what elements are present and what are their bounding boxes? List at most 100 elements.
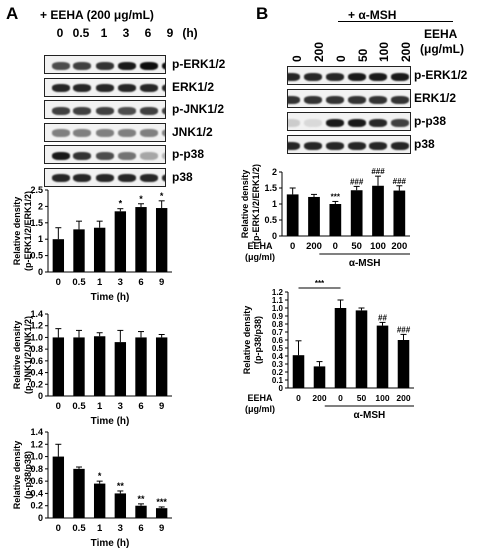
x-tick-label: 6	[138, 401, 143, 412]
y-axis-label: Relative density	[12, 197, 22, 266]
x-tick-label: 0	[338, 393, 343, 403]
blot-label: p-JNK1/2	[172, 102, 225, 116]
alpha-msh-line	[338, 21, 453, 22]
blot-strip	[44, 77, 166, 97]
x-tick-label: 0	[56, 523, 61, 534]
y-tick-label: 1.4	[30, 427, 43, 437]
lane-label: 200	[312, 41, 326, 62]
blot-band	[391, 141, 409, 150]
bar	[334, 308, 347, 388]
blot-band	[140, 84, 158, 92]
blot-band	[96, 106, 114, 115]
x-axis-label: Time (h)	[91, 416, 130, 426]
panel-b-letter: B	[256, 4, 269, 23]
bar	[308, 196, 320, 236]
bar	[114, 342, 127, 396]
blot-band	[391, 95, 409, 104]
chart-a-p-p38: 0 0.2 0.4 0.6 0.8 1.0 1.2 1.4 0 0.5 * 1 ** 3 ** 6 *** 9 Ti…	[12, 427, 172, 549]
eeha-unit-label: (μg/mL)	[420, 42, 464, 56]
bar	[376, 325, 389, 388]
bar	[73, 229, 85, 272]
bar	[155, 337, 168, 396]
blot-band	[288, 72, 300, 81]
blot-band	[73, 174, 91, 182]
blot-band	[304, 141, 322, 150]
y-axis-label: (p-p38/p38)	[23, 451, 33, 499]
y-axis-label: Relative density	[12, 321, 22, 390]
lane-label: 6	[144, 26, 152, 40]
y-tick-label: 1.0	[30, 332, 43, 342]
blot-band	[52, 151, 70, 160]
blot-band	[140, 106, 158, 115]
bar	[135, 337, 147, 396]
blot-band	[304, 118, 322, 127]
blot-band	[348, 95, 366, 104]
blot-strip	[287, 89, 411, 108]
bar	[93, 227, 106, 272]
blot-band	[288, 141, 300, 150]
y-tick-label: 0.6	[30, 356, 43, 366]
y-tick-label: 2	[272, 167, 277, 177]
x-tick-label: 3	[118, 401, 123, 412]
bar	[329, 204, 342, 236]
significance-marker: **	[117, 481, 125, 491]
lane-label: 0	[334, 55, 348, 62]
x-tick-label: 0	[56, 277, 61, 288]
y-tick-label: 0	[272, 231, 277, 241]
blot-strip	[44, 122, 166, 142]
lane-label: 9	[166, 26, 174, 40]
blot-strip	[44, 145, 166, 164]
bar	[397, 340, 410, 388]
blot-band	[73, 106, 91, 115]
bar	[93, 483, 106, 518]
y-tick-label: 0.8	[30, 344, 43, 354]
blot-band	[96, 84, 114, 92]
x-tick-label: 100	[375, 393, 389, 403]
blot-label: p-p38	[172, 147, 205, 161]
blot-band	[391, 118, 409, 127]
y-tick-label: 1.5	[264, 183, 277, 193]
x-axis-label: Time (h)	[91, 538, 130, 549]
x-tick-label: 1	[97, 523, 103, 534]
x-tick-label: 3	[118, 277, 123, 288]
y-tick-label: 0.7	[272, 328, 284, 337]
y-tick-label: 0.5	[264, 215, 277, 225]
bar	[350, 190, 363, 236]
eeha-row-label: (μg/ml)	[245, 252, 275, 262]
y-axis-label: Relative density	[242, 306, 252, 375]
x-tick-label: 100	[370, 241, 386, 252]
x-tick-label: 0.5	[72, 277, 86, 288]
blot-band	[52, 106, 70, 115]
blot-band	[118, 129, 136, 137]
blot-band	[288, 118, 300, 127]
blot-band	[162, 129, 165, 137]
lane-label: 0.5	[72, 26, 90, 40]
x-tick-label: 0	[290, 241, 295, 252]
y-tick-label: 1.4	[30, 309, 43, 319]
y-tick-label: 0.3	[272, 360, 284, 369]
lane-label: 0	[56, 26, 64, 40]
x-tick-label: 9	[159, 401, 164, 412]
y-tick-label: 1.0	[30, 452, 43, 462]
blot-band	[52, 174, 70, 182]
panel-a-letter: A	[6, 4, 19, 23]
y-tick-label: 1.2	[30, 321, 43, 331]
blot-band	[162, 151, 165, 160]
blot-band	[140, 151, 158, 160]
bar	[114, 493, 127, 518]
significance-marker: ***	[315, 280, 325, 288]
bar	[52, 456, 65, 518]
y-tick-label: 1.5	[30, 218, 43, 228]
panel-a-lane-labels: 0 0.5 1 3 6 9 (h)	[0, 26, 240, 42]
bar	[286, 194, 299, 236]
y-tick-label: 0.4	[30, 368, 43, 378]
x-axis-label: Time (h)	[91, 292, 130, 303]
blot-band	[391, 72, 409, 81]
panel-a-treatment-label: + EEHA (200 μg/mL)	[40, 8, 154, 22]
y-tick-label: 0.2	[30, 501, 43, 511]
y-tick-label: 1.1	[272, 296, 284, 305]
blot-label: p-ERK1/2	[414, 68, 468, 82]
significance-marker: ##	[378, 313, 387, 322]
blot-band	[369, 118, 387, 127]
panel-b-treatment-label: + α-MSH	[348, 8, 397, 22]
